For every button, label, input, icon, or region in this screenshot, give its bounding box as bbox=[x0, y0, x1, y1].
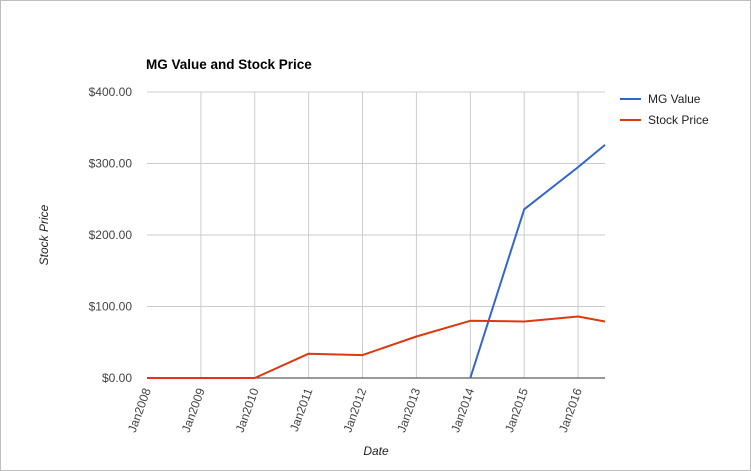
x-tick-label: Jan2012 bbox=[340, 386, 369, 434]
legend: MG Value Stock Price bbox=[620, 92, 709, 127]
series-line-mg-value bbox=[469, 144, 606, 379]
x-tick-label: Jan2015 bbox=[502, 386, 531, 434]
y-tick-label: $100.00 bbox=[89, 300, 133, 314]
x-tick-label: Jan2011 bbox=[287, 386, 316, 434]
y-tick-label: $200.00 bbox=[89, 228, 133, 242]
series-line-stock-price bbox=[147, 315, 606, 379]
legend-entry: Stock Price bbox=[648, 113, 709, 127]
x-tick-label: Jan2009 bbox=[179, 386, 208, 434]
chart-title: MG Value and Stock Price bbox=[146, 57, 312, 72]
y-axis-label: Stock Price bbox=[37, 204, 51, 265]
y-tick-label: $0.00 bbox=[102, 371, 132, 385]
gridlines bbox=[147, 91, 605, 378]
x-tick-label: Jan2008 bbox=[125, 386, 154, 434]
x-axis-label: Date bbox=[363, 444, 389, 458]
tick-labels: $0.00 $100.00 $200.00 $300.00 $400.00 Jan2008… bbox=[89, 85, 585, 434]
x-tick-label: Jan2016 bbox=[556, 386, 585, 434]
x-tick-label: Jan2010 bbox=[233, 386, 262, 434]
x-tick-label: Jan2014 bbox=[448, 386, 477, 434]
x-tick-label: Jan2013 bbox=[394, 386, 423, 434]
legend-entry: MG Value bbox=[648, 92, 701, 106]
series-lines bbox=[147, 144, 606, 379]
y-tick-label: $400.00 bbox=[89, 85, 133, 99]
y-tick-label: $300.00 bbox=[89, 157, 133, 171]
